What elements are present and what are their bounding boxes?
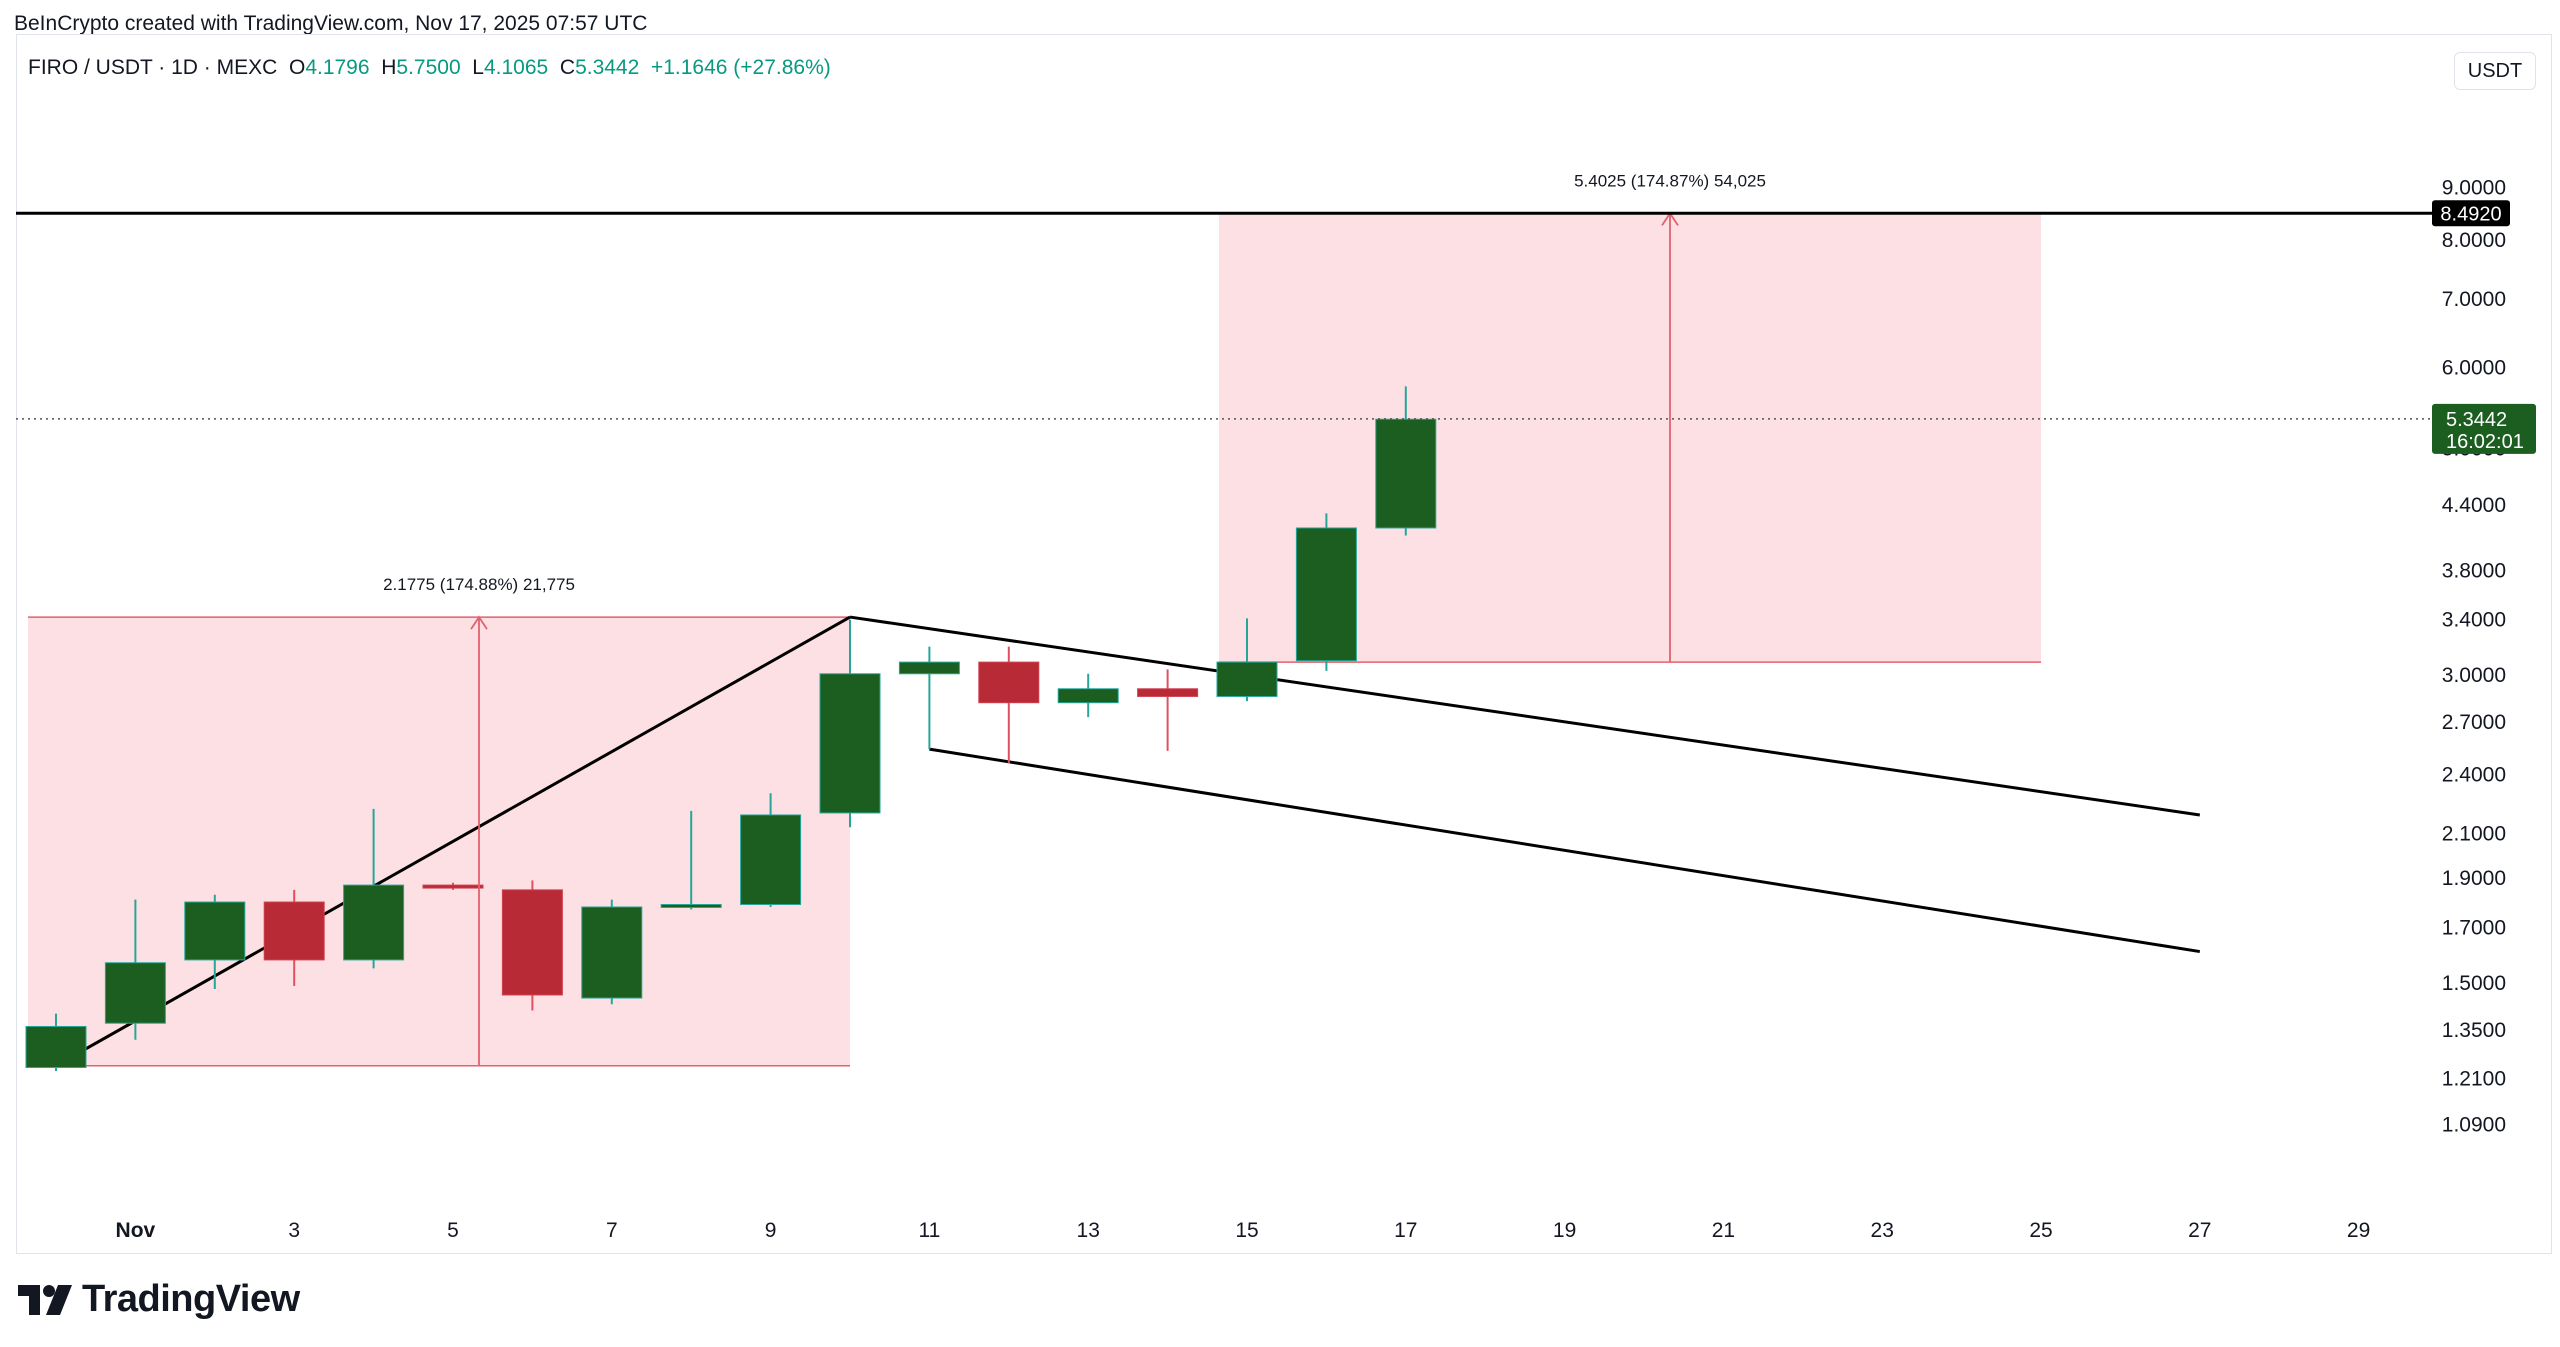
trend-line-1 bbox=[849, 615, 2201, 817]
candle-body-2 bbox=[184, 901, 246, 961]
chart-frame bbox=[16, 34, 2552, 1254]
x-tick-label-1: 3 bbox=[288, 1219, 300, 1242]
y-tick-label-6: 3.8000 bbox=[2442, 559, 2506, 582]
candle-body-10 bbox=[819, 673, 881, 814]
candle-body-3 bbox=[263, 901, 325, 961]
resistance-badge-label: 8.4920 bbox=[2440, 203, 2501, 225]
candle-body-4 bbox=[343, 884, 405, 961]
x-tick-label-11: 23 bbox=[1871, 1219, 1894, 1242]
x-tick-label-7: 15 bbox=[1235, 1219, 1258, 1242]
candle-body-13 bbox=[1057, 688, 1119, 704]
y-tick-label-7: 3.4000 bbox=[2442, 609, 2506, 632]
measure-arrow-head-0 bbox=[470, 615, 488, 630]
x-axis: Nov 3 5 7 9 11 13 15 17 19 21 23 25 27 29 bbox=[116, 1219, 2371, 1242]
open-label: O bbox=[288, 56, 306, 79]
high-value: 5.7500 bbox=[396, 56, 461, 79]
last-price-badge bbox=[2432, 403, 2536, 454]
y-tick-label-8: 3.0000 bbox=[2442, 664, 2506, 687]
candle-body-12 bbox=[978, 661, 1040, 704]
high-label: H bbox=[381, 56, 397, 79]
symbol-legend: FIRO / USDT · 1D · MEXC O4.1796 H5.7500 … bbox=[28, 56, 831, 80]
low-label: L bbox=[472, 56, 484, 79]
candle-body-16 bbox=[1295, 527, 1357, 662]
candle-body-8 bbox=[660, 904, 722, 909]
last-price-badge-label: 5.3442 bbox=[2446, 409, 2507, 431]
x-tick-label-4: 9 bbox=[765, 1219, 777, 1242]
change-value: +1.1646 (+27.86%) bbox=[650, 56, 831, 79]
y-tick-label-16: 1.2100 bbox=[2442, 1067, 2506, 1090]
y-tick-label-0: 9.0000 bbox=[2442, 176, 2506, 199]
measure-label-0: 2.1775 (174.88%) 21,775 bbox=[383, 575, 575, 594]
y-tick-label-10: 2.4000 bbox=[2442, 763, 2506, 786]
tradingview-logo-icon bbox=[18, 1284, 72, 1315]
countdown-label: 16:02:01 bbox=[2446, 431, 2524, 453]
close-label: C bbox=[559, 56, 576, 79]
candle-body-17 bbox=[1375, 418, 1437, 529]
y-tick-label-9: 2.7000 bbox=[2442, 711, 2506, 734]
candle-body-14 bbox=[1137, 688, 1199, 697]
y-tick-label-5: 4.4000 bbox=[2442, 494, 2506, 517]
y-axis: 9.00008.00007.00006.00005.00004.40003.80… bbox=[2442, 176, 2506, 1136]
measure-arrows: 2.1775 (174.88%) 21,775 5.4025 (174.87%) … bbox=[383, 171, 1766, 1066]
close-value: 5.3442 bbox=[575, 56, 640, 79]
candles bbox=[25, 386, 1437, 1072]
x-tick-label-2: 5 bbox=[447, 1219, 459, 1242]
y-tick-label-14: 1.5000 bbox=[2442, 972, 2506, 995]
price-lines bbox=[16, 211, 2432, 420]
y-tick-label-3: 6.0000 bbox=[2442, 356, 2506, 379]
x-tick-label-12: 25 bbox=[2029, 1219, 2052, 1242]
x-tick-label-0: Nov bbox=[116, 1219, 156, 1242]
measure-zones bbox=[28, 212, 2041, 1067]
y-tick-label-15: 1.3500 bbox=[2442, 1019, 2506, 1042]
resistance-badge bbox=[2432, 200, 2510, 227]
y-tick-label-12: 1.9000 bbox=[2442, 867, 2506, 890]
candle-body-7 bbox=[581, 906, 643, 999]
candle-body-1 bbox=[104, 962, 166, 1024]
trend-line-2 bbox=[929, 747, 2201, 954]
low-value: 4.1065 bbox=[483, 56, 549, 79]
currency-button[interactable]: USDT bbox=[2454, 52, 2536, 90]
measure-label-1: 5.4025 (174.87%) 54,025 bbox=[1574, 171, 1766, 190]
trend-lines bbox=[55, 615, 2201, 1068]
x-tick-label-14: 29 bbox=[2347, 1219, 2370, 1242]
x-tick-label-9: 19 bbox=[1553, 1219, 1576, 1242]
candle-body-5 bbox=[422, 884, 484, 889]
x-tick-label-6: 13 bbox=[1077, 1219, 1100, 1242]
y-tick-label-17: 1.0900 bbox=[2442, 1114, 2506, 1137]
candle-body-6 bbox=[501, 889, 563, 996]
x-tick-label-8: 17 bbox=[1394, 1219, 1417, 1242]
x-tick-label-13: 27 bbox=[2188, 1219, 2211, 1242]
x-tick-label-5: 11 bbox=[918, 1219, 940, 1242]
candle-body-9 bbox=[740, 814, 802, 906]
x-tick-label-10: 21 bbox=[1712, 1219, 1735, 1242]
y-tick-label-1: 8.0000 bbox=[2442, 229, 2506, 252]
chart-credit: BeInCrypto created with TradingView.com,… bbox=[14, 12, 648, 35]
y-tick-label-2: 7.0000 bbox=[2442, 288, 2506, 311]
tradingview-brand: TradingView bbox=[18, 1278, 300, 1321]
open-value: 4.1796 bbox=[305, 56, 370, 79]
tradingview-wordmark: TradingView bbox=[82, 1278, 300, 1320]
symbol-name: FIRO / USDT · 1D · MEXC bbox=[28, 56, 278, 79]
candle-body-0 bbox=[25, 1025, 87, 1068]
candle-body-11 bbox=[898, 661, 960, 675]
y-tick-label-13: 1.7000 bbox=[2442, 916, 2506, 939]
trend-line-0 bbox=[55, 615, 851, 1068]
candle-body-15 bbox=[1216, 661, 1278, 697]
x-tick-label-3: 7 bbox=[606, 1219, 618, 1242]
y-tick-label-11: 2.1000 bbox=[2442, 823, 2506, 846]
